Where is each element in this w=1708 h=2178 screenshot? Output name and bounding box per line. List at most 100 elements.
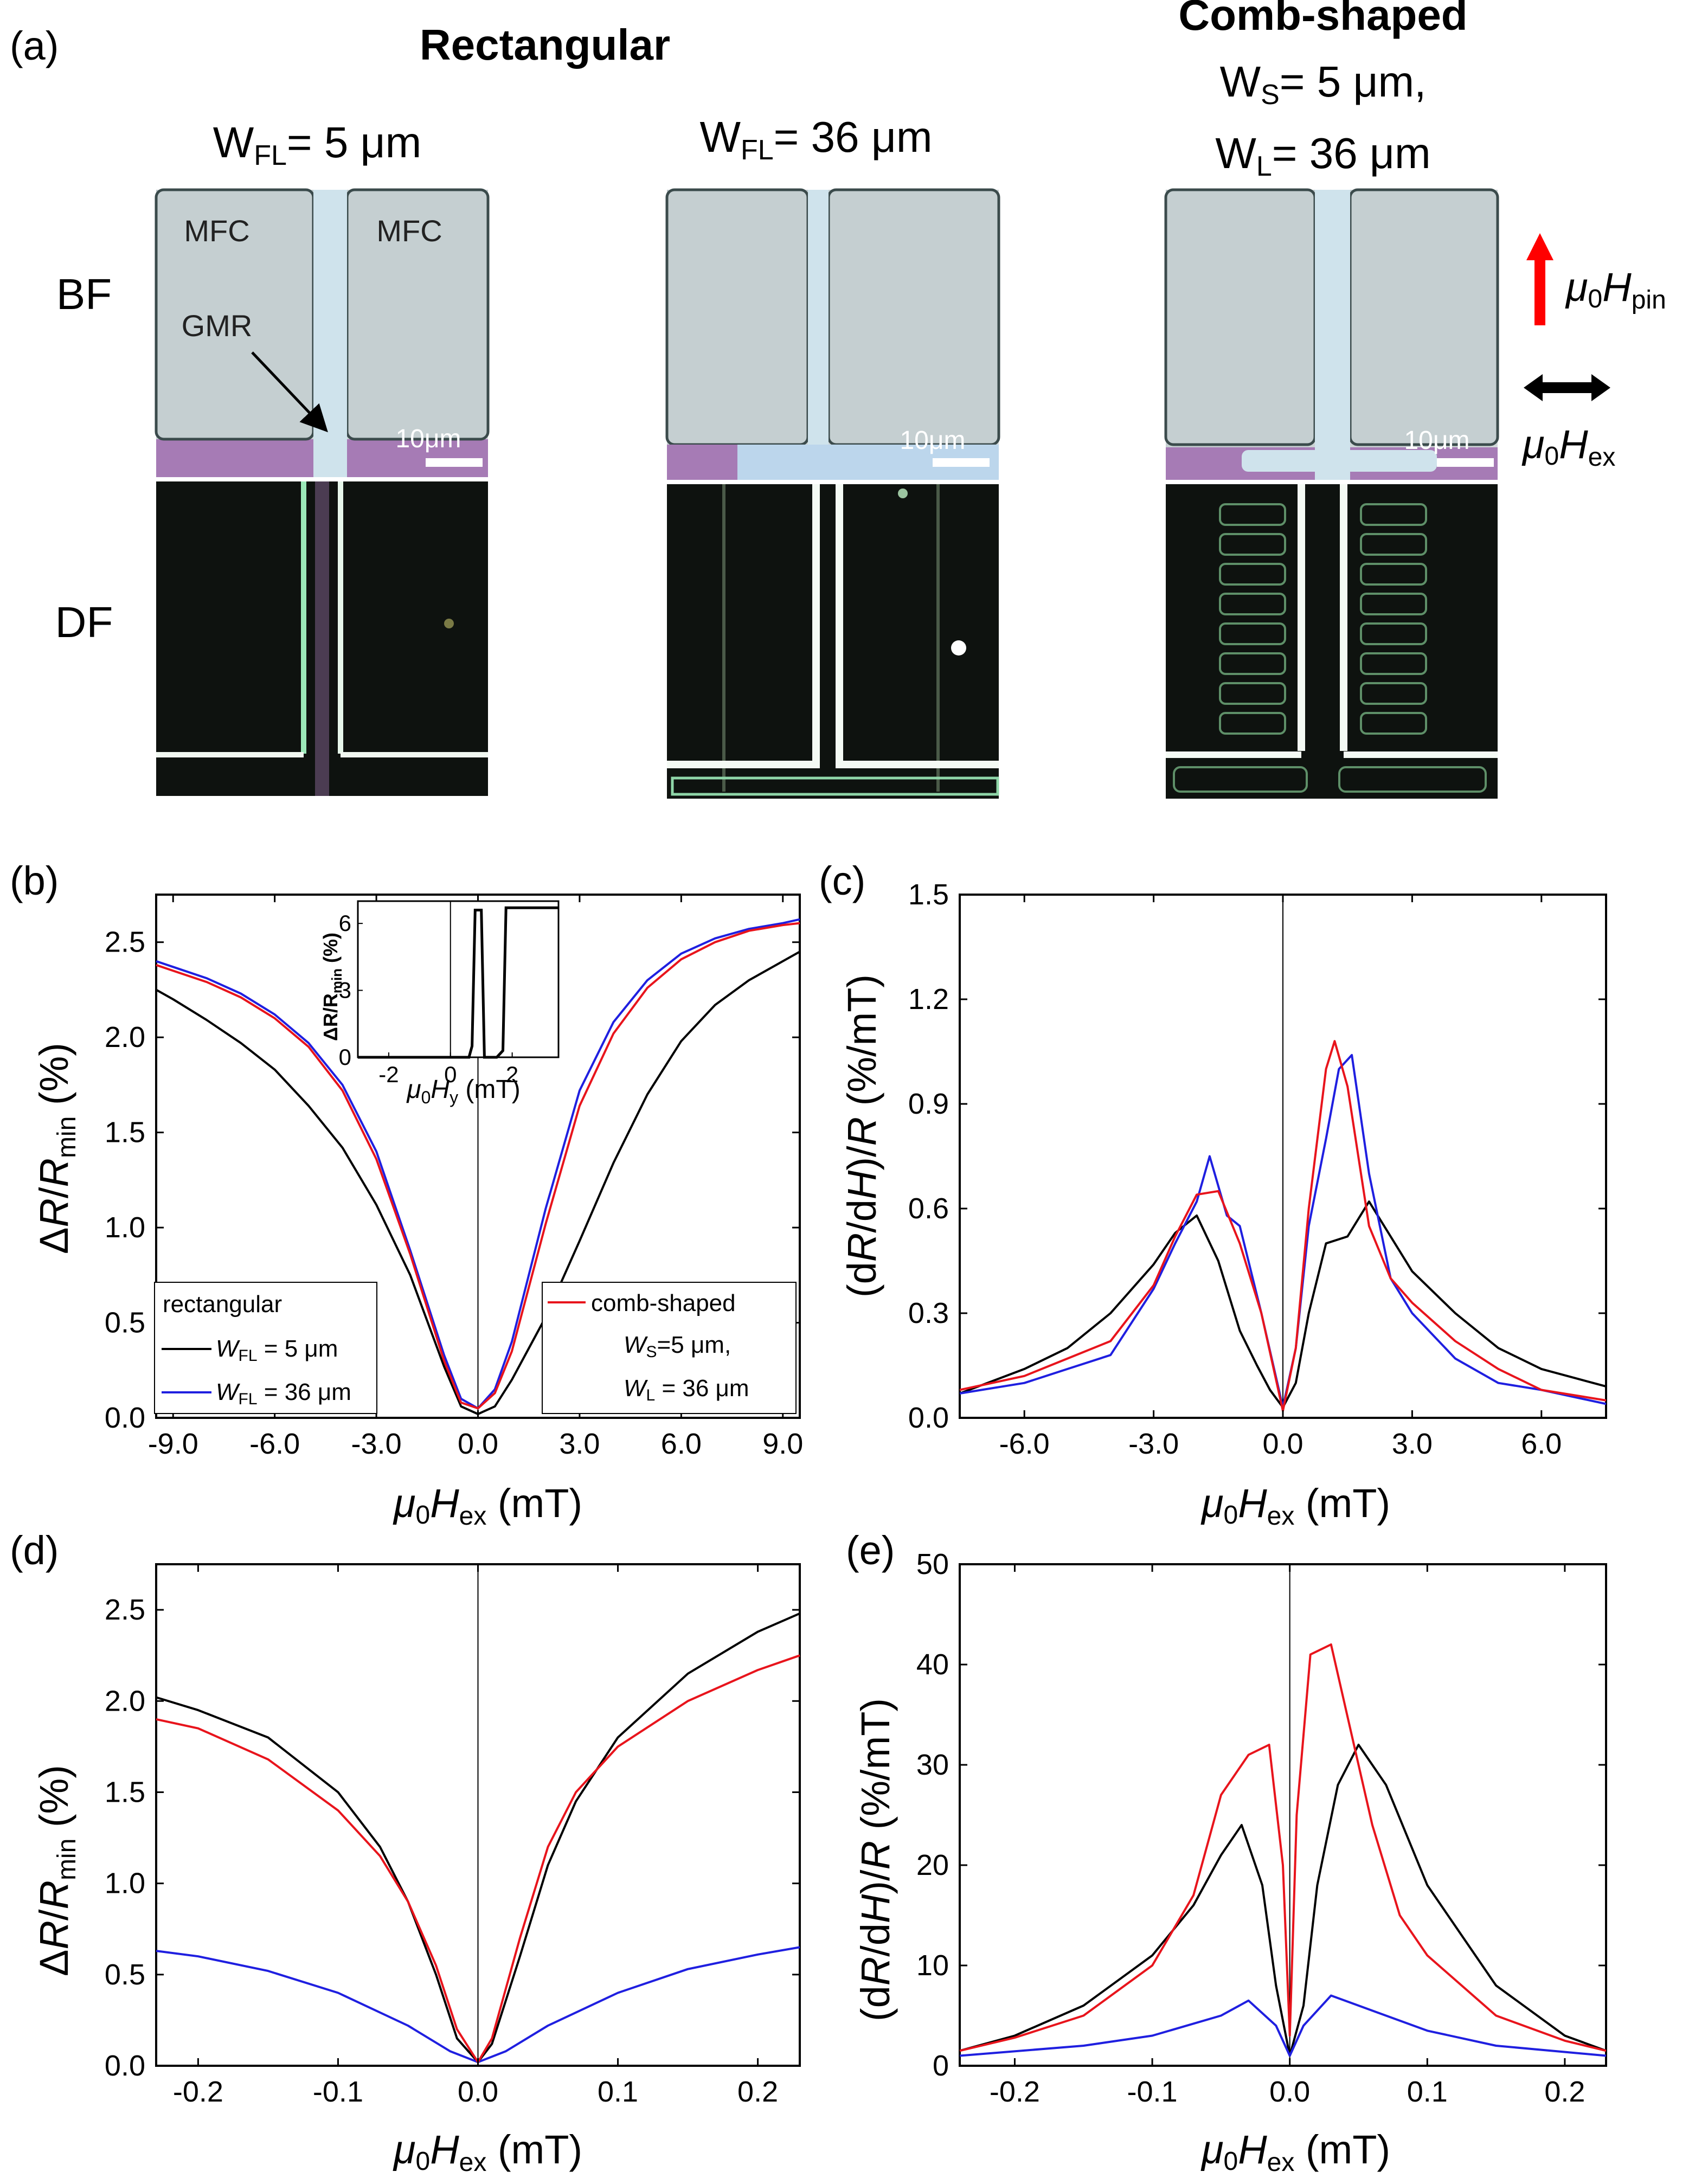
- y-tick-label: 0: [933, 2049, 949, 2082]
- panel-label-c: (c): [819, 858, 865, 903]
- y-tick-label: 20: [916, 1849, 949, 1881]
- xlabel-c: μ0Hex (mT): [1200, 1481, 1390, 1531]
- col3-header-line1: WS= 5 μm,: [1220, 57, 1427, 111]
- x-tick-label: -6.0: [249, 1428, 300, 1460]
- inset-frame: [357, 900, 560, 1058]
- x-tick-label: -0.1: [313, 2076, 363, 2108]
- inset-y-tick-label: 6: [339, 910, 351, 936]
- inset-x-tick-label: -2: [378, 1062, 399, 1087]
- chart-d: -0.2 -0.1 0.0 0.1 0.2 0.0 0.5 1.0 1.5 2.0 2.5: [105, 1563, 801, 2108]
- y-tick-label: 0.0: [105, 1402, 145, 1434]
- x-tick-label: 3.0: [1392, 1428, 1433, 1460]
- x-tick-label: -3.0: [1128, 1428, 1179, 1460]
- x-tick-label: -0.1: [1127, 2076, 1178, 2108]
- df-image-rect-5um: [156, 481, 488, 796]
- y-tick-label: 0.0: [908, 1402, 949, 1434]
- panel-label-a: (a): [10, 23, 59, 68]
- ylabel-b: ΔR/Rmin (%): [31, 1043, 81, 1254]
- y-tick-label: 10: [916, 1949, 949, 1982]
- bf-image-rect-5um: MFC MFC GMR 10μm: [155, 188, 490, 477]
- x-tick-label: 9.0: [762, 1428, 803, 1460]
- x-tick-label: 0.1: [1407, 2076, 1448, 2108]
- xlabel-d: μ0Hex (mT): [393, 2127, 582, 2177]
- scale-bar-label-2: 10μm: [900, 426, 965, 455]
- panel-label-b: (b): [10, 858, 59, 903]
- y-tick-label: 0.5: [105, 1958, 145, 1991]
- x-tick-label: 0.2: [737, 2076, 778, 2108]
- x-tick-label: 0.0: [458, 1428, 498, 1460]
- y-tick-label: 0.3: [908, 1297, 949, 1329]
- scale-bar-2: [933, 458, 990, 467]
- y-tick-label: 2.5: [105, 1594, 145, 1626]
- legend-comb-line2: WS=5 μm,: [624, 1332, 731, 1361]
- pin-field-label: μ0Hpin: [1565, 265, 1666, 314]
- y-tick-label: 1.5: [908, 878, 949, 911]
- scale-bar-1: [426, 458, 483, 467]
- series-red: [959, 1643, 1607, 2052]
- group-title-rectangular: Rectangular: [420, 21, 670, 69]
- scale-bar-3: [1437, 458, 1494, 467]
- mfc-label-right: MFC: [376, 214, 442, 248]
- series-blue: [959, 1994, 1607, 2057]
- x-tick-label: 0.0: [458, 2076, 498, 2108]
- df-image-rect-36um: [667, 484, 999, 799]
- series-black: [959, 1744, 1607, 2057]
- y-tick-label: 2.5: [105, 926, 145, 959]
- inset-ylabel: ΔR/Rmin (%): [319, 933, 345, 1041]
- chart-c: -6.0 -3.0 0.0 3.0 6.0 0.0 0.3 0.6 0.9 1.2 1.5: [908, 878, 1607, 1460]
- gmr-arrow: [251, 351, 328, 433]
- legend-comb-line3: WL = 36 μm: [624, 1375, 749, 1404]
- col1-header: WFL= 5 μm: [213, 118, 422, 171]
- x-tick-label: 6.0: [661, 1428, 702, 1460]
- y-tick-label: 1.5: [105, 1116, 145, 1149]
- plot-frame: [959, 1563, 1607, 2067]
- pin-arrow-icon: [1526, 233, 1553, 325]
- y-tick-label: 30: [916, 1749, 949, 1781]
- x-tick-label: -6.0: [999, 1428, 1050, 1460]
- y-tick-label: 50: [916, 1548, 949, 1581]
- col2-header: WFL= 36 μm: [699, 113, 932, 166]
- scale-bar-label-1: 10μm: [395, 425, 461, 453]
- scale-bar-label-3: 10μm: [1404, 426, 1469, 455]
- x-tick-label: 3.0: [559, 1428, 600, 1460]
- row-label-df: DF: [55, 598, 113, 646]
- x-tick-label: 0.1: [598, 2076, 638, 2108]
- ylabel-c: (dR/dH)/R (%/mT): [839, 974, 884, 1297]
- pin-field-indicator: μ0Hpin: [1526, 233, 1666, 325]
- y-tick-label: 1.2: [908, 983, 949, 1016]
- legend-comb-title: comb-shaped: [591, 1290, 736, 1316]
- x-tick-label: 0.2: [1544, 2076, 1585, 2108]
- x-tick-label: -9.0: [148, 1428, 198, 1460]
- series-red: [156, 922, 800, 1410]
- y-tick-label: 2.0: [105, 1685, 145, 1717]
- y-tick-label: 2.0: [105, 1021, 145, 1053]
- inset-b: -2 0 2 0 3 6: [339, 900, 560, 1087]
- legend-black-label: WFL = 5 μm: [216, 1335, 338, 1365]
- y-tick-label: 1.0: [105, 1867, 145, 1900]
- legend-rectangular: rectangular WFL = 5 μm WFL = 36 μm: [154, 1282, 377, 1414]
- chart-b: -9.0 -6.0 -3.0 0.0 3.0 6.0 9.0 0.0 0.5 1.0 1.5 2.0 2…: [105, 894, 803, 1460]
- gmr-label: GMR: [182, 309, 253, 343]
- series-red: [959, 1040, 1607, 1412]
- col3-header-line2: WL= 36 μm: [1215, 129, 1430, 182]
- legend-comb: comb-shaped WS=5 μm, WL = 36 μm: [542, 1282, 797, 1414]
- panel-label-d: (d): [10, 1528, 59, 1573]
- x-tick-label: -0.2: [990, 2076, 1040, 2108]
- ex-field-label: μ0Hex: [1521, 422, 1615, 472]
- ex-double-arrow-icon: [1524, 374, 1610, 401]
- xlabel-e: μ0Hex (mT): [1200, 2127, 1390, 2177]
- ylabel-e: (dR/dH)/R (%/mT): [853, 1698, 898, 2021]
- chart-e: -0.2 -0.1 0.0 0.1 0.2 0 10 20 30 40 50: [916, 1548, 1607, 2108]
- inset-xlabel: μ0Hy (mT): [406, 1075, 520, 1107]
- inset-x-tick-label: 2: [506, 1062, 518, 1087]
- y-tick-label: 0.5: [105, 1307, 145, 1339]
- df-image-comb: [1166, 484, 1498, 799]
- y-tick-label: 1.0: [105, 1211, 145, 1244]
- row-label-bf: BF: [56, 270, 112, 318]
- y-tick-label: 1.5: [105, 1776, 145, 1808]
- y-tick-label: 0.0: [105, 2049, 145, 2082]
- group-title-comb: Comb-shaped: [1178, 0, 1467, 39]
- legend-blue-label: WFL = 36 μm: [216, 1379, 351, 1408]
- x-tick-label: -3.0: [351, 1428, 402, 1460]
